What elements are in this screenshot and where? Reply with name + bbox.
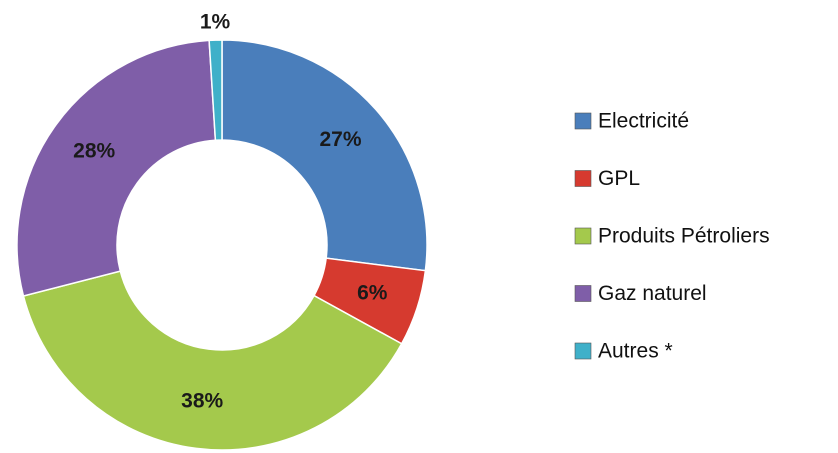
donut-slice [221,39,428,272]
data-label: 28% [73,140,115,163]
donut-slice [22,270,403,451]
legend-swatch [574,227,592,245]
legend-swatch [574,342,592,360]
donut-slice [16,39,217,297]
data-label: 38% [181,389,223,412]
legend-swatch [574,170,592,187]
data-label: 6% [357,281,388,304]
legend-label: GPL [598,167,640,190]
legend-swatch [574,285,592,302]
data-label: 1% [200,11,231,34]
legend-label: Autres * [598,340,673,363]
data-label: 27% [320,128,362,151]
legend-swatch [574,112,592,130]
legend-label: Electricité [598,110,689,133]
donut-slice [208,39,223,142]
legend-label: Produits Pétroliers [598,225,770,248]
legend-label: Gaz naturel [598,282,707,305]
